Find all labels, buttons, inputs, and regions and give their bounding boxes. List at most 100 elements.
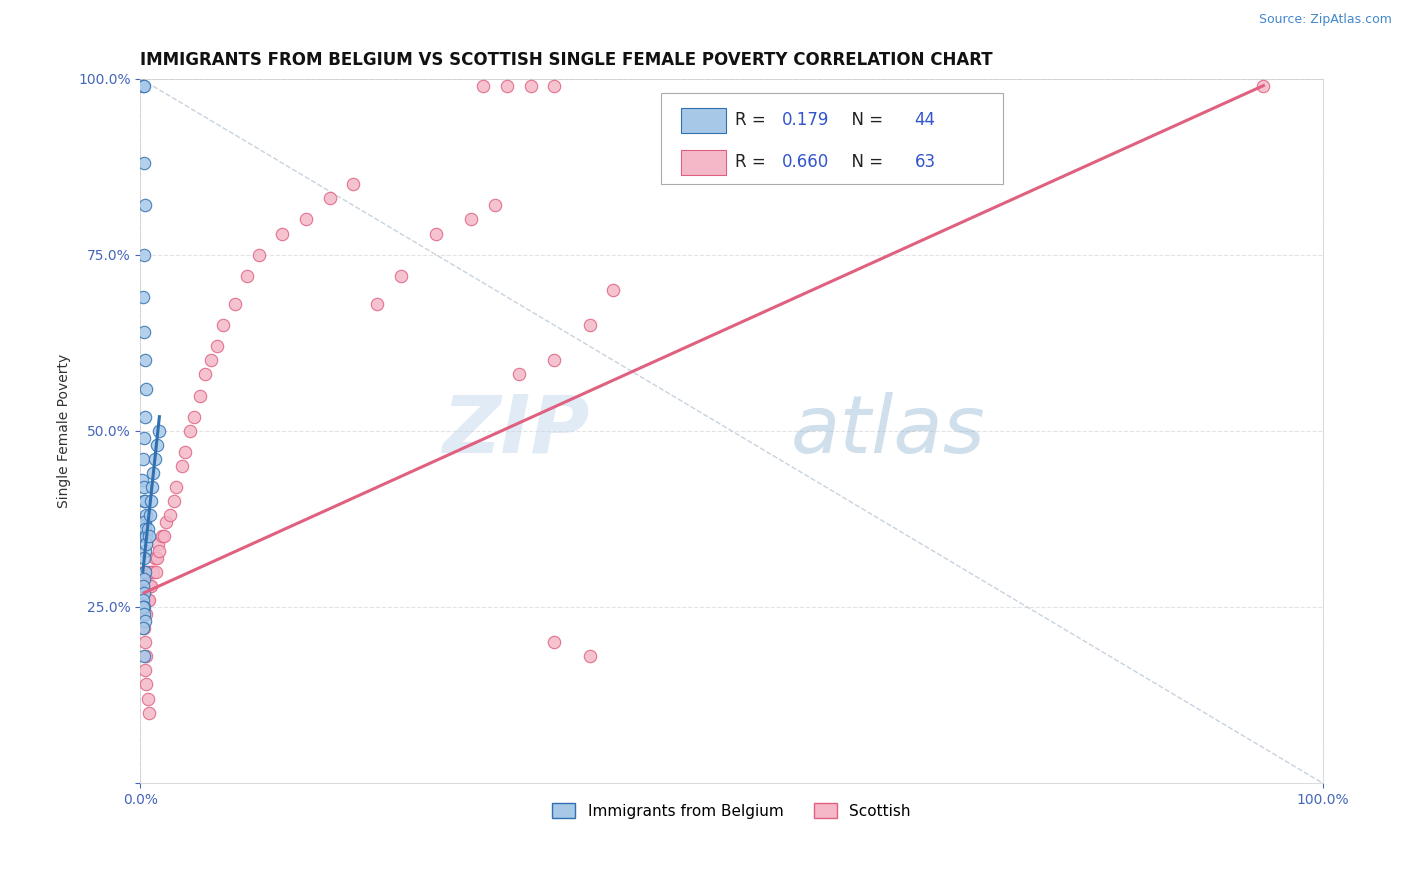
Point [139,508,162,523]
Point [134,198,156,212]
Point [134,565,156,579]
Point [162,494,184,508]
Point [134,523,156,537]
Point [132,494,155,508]
Point [138,593,160,607]
Point [132,516,155,530]
Point [543,635,565,649]
Point [132,607,155,621]
Point [134,565,156,579]
Point [170,458,193,473]
Point [139,579,162,593]
Point [150,529,173,543]
Point [155,516,177,530]
Text: 0.660: 0.660 [782,153,830,171]
Point [132,621,155,635]
Point [134,593,156,607]
Point [135,677,157,691]
Point [200,353,222,368]
Point [578,649,600,664]
Point [183,409,205,424]
Point [318,191,340,205]
Point [247,248,270,262]
Point [472,78,495,93]
Point [194,368,217,382]
Point [224,297,246,311]
Point [139,494,162,508]
Point [132,431,155,445]
Point [132,325,155,339]
Point [132,586,155,600]
Point [135,529,157,543]
Point [460,212,482,227]
Text: IMMIGRANTS FROM BELGIUM VS SCOTTISH SINGLE FEMALE POVERTY CORRELATION CHART: IMMIGRANTS FROM BELGIUM VS SCOTTISH SING… [141,51,993,69]
Point [131,473,153,487]
Point [138,706,160,720]
FancyBboxPatch shape [681,108,725,133]
Point [136,593,159,607]
Point [139,565,162,579]
Y-axis label: Single Female Poverty: Single Female Poverty [58,354,72,508]
Point [136,565,159,579]
Point [132,565,155,579]
Point [134,353,156,368]
Point [508,368,530,382]
Point [134,663,156,677]
Point [132,78,155,93]
Point [132,550,155,565]
Text: 44: 44 [915,112,936,129]
Text: Source: ZipAtlas.com: Source: ZipAtlas.com [1258,13,1392,27]
Point [138,529,160,543]
Point [543,78,565,93]
Point [142,466,165,480]
Point [142,565,165,579]
Text: N =: N = [841,153,889,171]
Point [159,508,181,523]
Legend: Immigrants from Belgium, Scottish: Immigrants from Belgium, Scottish [547,797,917,825]
Point [165,480,187,494]
Point [519,78,541,93]
Point [148,536,170,550]
Text: 0.179: 0.179 [782,112,830,129]
Point [132,452,155,467]
Point [139,579,162,593]
Point [146,438,169,452]
Point [174,445,197,459]
Point [132,599,155,614]
Point [134,635,156,649]
Point [132,529,155,543]
Point [148,543,170,558]
Point [132,621,155,635]
Text: ZIP: ZIP [443,392,589,470]
Point [134,409,156,424]
FancyBboxPatch shape [681,151,725,175]
Point [135,579,157,593]
Point [135,536,157,550]
Point [132,579,155,593]
Point [135,607,157,621]
Point [602,283,624,297]
Point [136,691,159,706]
Point [132,78,155,93]
Point [179,424,201,438]
Point [1253,78,1275,93]
FancyBboxPatch shape [661,93,1004,185]
Point [135,508,157,523]
Point [132,579,155,593]
Point [496,78,519,93]
Point [132,593,155,607]
Point [134,543,156,558]
Point [132,572,155,586]
Point [366,297,388,311]
Text: N =: N = [841,112,889,129]
Text: 63: 63 [915,153,936,171]
Point [135,382,157,396]
Point [141,480,163,494]
Point [389,268,412,283]
Point [132,156,155,170]
Point [148,424,170,438]
Point [135,649,157,664]
Text: R =: R = [735,112,770,129]
Point [145,565,167,579]
Text: atlas: atlas [790,392,986,470]
